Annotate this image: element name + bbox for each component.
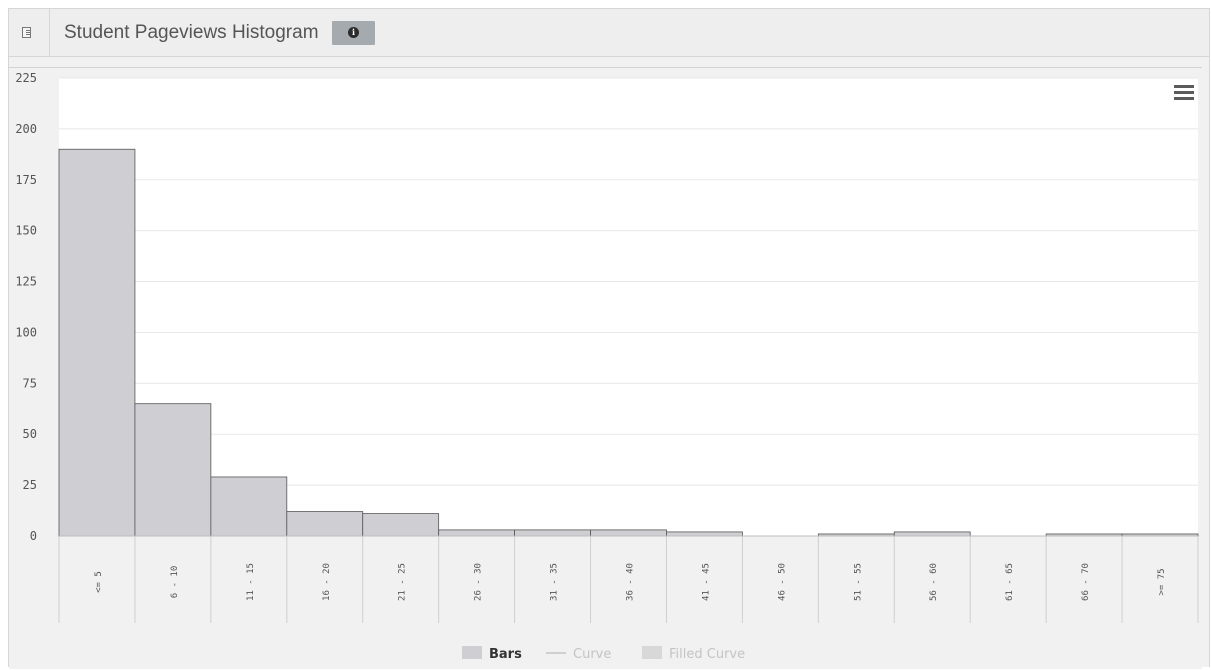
x-tick-label: 36 - 40 [626,563,636,601]
plot-background [59,78,1198,536]
info-circle-icon: i [348,27,359,38]
legend-symbol [642,646,662,659]
y-tick-label: 0 [30,529,37,543]
x-tick-label: 51 - 55 [853,563,863,601]
x-tick-label: >= 75 [1157,568,1167,595]
histogram-bar [58,148,136,537]
header-divider [49,9,50,57]
x-tick-label: 41 - 45 [701,563,711,601]
legend-symbol [462,646,482,659]
histogram-bar [893,531,971,537]
y-tick-label: 100 [15,325,37,339]
chart-panel: Student Pageviews Histogram i 0 25 50 75 100… [8,8,1210,669]
y-tick-label: 225 [15,71,37,85]
y-tick-label: 175 [15,173,37,187]
histogram-bar [362,513,440,537]
x-tick-label: 31 - 35 [550,563,560,601]
chart-area: 0 25 50 75 100 125 150 175 200 225 <= 5 6 - 10 11 - … [9,67,1202,669]
histogram-bar [286,511,364,537]
legend-item-label: Filled Curve [669,647,745,662]
histogram-bar [134,403,212,537]
legend-item-label: Curve [573,647,611,662]
x-tick-label: 21 - 25 [398,563,408,601]
y-tick-label: 50 [23,427,37,441]
x-tick-label: 16 - 20 [322,563,332,601]
x-tick-label: <= 5 [94,571,104,593]
x-tick-label: 61 - 65 [1005,563,1015,601]
x-tick-label: 66 - 70 [1081,563,1091,601]
histogram-bar [438,529,515,537]
panel-title: Student Pageviews Histogram [64,22,319,43]
x-tick-label: 6 - 10 [170,566,180,599]
y-tick-label: 150 [15,224,37,238]
panel-icon [22,27,31,38]
x-tick-label: 46 - 50 [777,563,787,601]
y-tick-label: 125 [15,275,37,289]
info-button[interactable]: i [332,21,375,45]
histogram-bar [514,529,591,537]
histogram-bar [666,531,743,537]
legend-item-label: Bars [489,647,522,662]
x-tick-label: 26 - 30 [474,563,484,601]
hamburger-menu-icon[interactable] [1174,85,1194,101]
x-tick-label: 56 - 60 [929,563,939,601]
y-tick-label: 75 [23,376,37,390]
histogram-chart: 0 25 50 75 100 125 150 175 200 225 <= 5 6 - 10 11 - … [15,71,1199,662]
panel-header: Student Pageviews Histogram i [9,9,1209,57]
x-tick-label: 11 - 15 [246,563,256,601]
y-tick-label: 200 [15,122,37,136]
histogram-bar [590,529,667,537]
y-tick-label: 25 [23,478,37,492]
histogram-bar [210,476,288,537]
